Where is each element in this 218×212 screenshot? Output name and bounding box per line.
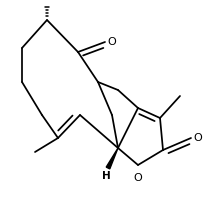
Text: O: O: [134, 173, 142, 183]
Text: O: O: [193, 133, 202, 143]
Text: H: H: [102, 171, 110, 181]
Text: O: O: [107, 37, 116, 47]
Polygon shape: [106, 148, 118, 169]
